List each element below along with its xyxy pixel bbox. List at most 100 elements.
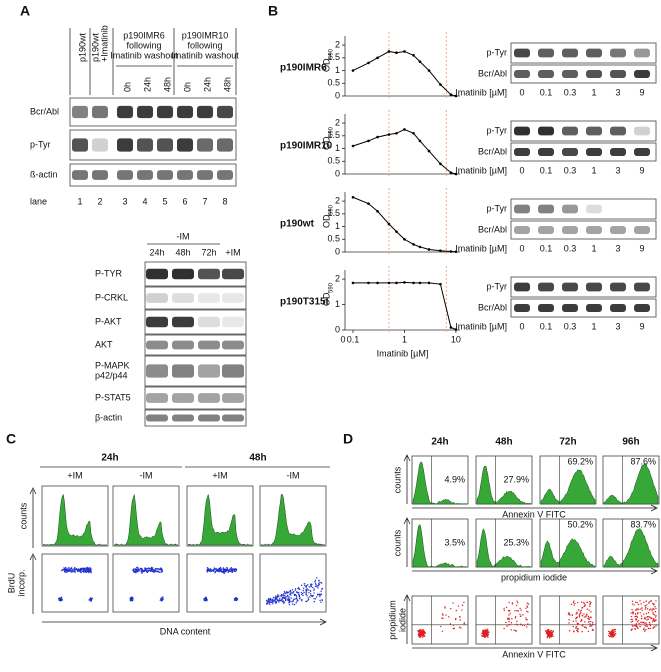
scatter-dot bbox=[289, 591, 292, 593]
scatter-dot bbox=[276, 599, 279, 601]
blot-strip bbox=[144, 309, 247, 335]
scatter-dot bbox=[449, 623, 452, 625]
scatter-dot bbox=[424, 632, 426, 634]
scatter-dot bbox=[282, 594, 285, 596]
scatter-dot bbox=[525, 617, 527, 619]
data-point bbox=[412, 53, 415, 57]
scatter-dot bbox=[162, 596, 164, 598]
scatter-dot bbox=[229, 568, 231, 571]
time-label: 72h bbox=[559, 437, 576, 448]
scatter-dot bbox=[631, 628, 633, 630]
scatter-dot bbox=[646, 616, 648, 619]
blot-band bbox=[538, 226, 554, 234]
scatter-dot bbox=[271, 601, 273, 603]
time-label: 24h bbox=[101, 453, 118, 464]
scatter-dot bbox=[80, 571, 82, 574]
scatter-dot bbox=[568, 619, 570, 621]
y-axis-label: OD bbox=[321, 136, 331, 150]
blot-lane-label: Imatinib [µM] bbox=[455, 87, 507, 97]
axis-arrow bbox=[403, 454, 411, 504]
scatter-dot bbox=[152, 571, 155, 573]
scatter-dot bbox=[418, 635, 420, 638]
scatter-dot bbox=[66, 570, 69, 573]
scatter-dot bbox=[631, 600, 634, 603]
scatter-dot bbox=[652, 627, 654, 629]
x-tick-label: 0.1 bbox=[347, 334, 360, 344]
scatter-dot bbox=[547, 633, 549, 636]
data-point bbox=[387, 133, 391, 136]
scatter-dot bbox=[631, 603, 634, 605]
blot-band bbox=[514, 70, 530, 78]
scatter-dot bbox=[65, 571, 67, 574]
scatter-dot bbox=[286, 599, 289, 601]
scatter-dot bbox=[224, 570, 226, 572]
scatter-dot bbox=[459, 616, 461, 618]
blot-lane-number: 3 bbox=[615, 243, 620, 253]
scatter-dot bbox=[305, 592, 307, 594]
scatter-dot bbox=[575, 613, 577, 615]
scatter-dot bbox=[87, 569, 90, 571]
scatter-dot bbox=[420, 632, 422, 635]
scatter-dot bbox=[79, 570, 81, 572]
scatter-dot bbox=[293, 598, 295, 601]
blot-band bbox=[634, 304, 650, 312]
scatter-dot bbox=[298, 594, 300, 596]
scatter-dot bbox=[645, 607, 647, 609]
group-title: p190IMR10 bbox=[182, 30, 229, 40]
scatter-dot bbox=[137, 569, 140, 571]
plot-frame bbox=[411, 595, 469, 645]
data-point bbox=[427, 69, 431, 72]
scatter-dot bbox=[292, 592, 294, 594]
scatter-dot bbox=[546, 635, 549, 637]
data-point bbox=[418, 245, 422, 249]
scatter-dot bbox=[552, 631, 554, 634]
y-tick-label: 0 bbox=[335, 246, 340, 256]
scatter-dot bbox=[510, 629, 512, 631]
scatter-dot bbox=[297, 599, 299, 602]
scatter-dot bbox=[484, 633, 486, 635]
scatter-dot bbox=[458, 626, 461, 628]
blot-lane-number: 0.1 bbox=[540, 243, 553, 253]
scatter-dot bbox=[265, 603, 268, 605]
scatter-dot bbox=[488, 631, 490, 633]
axis-arrow bbox=[412, 504, 658, 512]
blot-lane-number: 0 bbox=[519, 165, 524, 175]
scatter-dot bbox=[573, 630, 575, 632]
scatter-dot bbox=[137, 566, 139, 569]
condition-label: -IM bbox=[287, 470, 300, 480]
scatter-dot bbox=[206, 568, 209, 571]
scatter-dot bbox=[635, 615, 638, 617]
lane-number: 6 bbox=[182, 196, 187, 206]
scatter-dot bbox=[303, 591, 305, 594]
scatter-dot bbox=[634, 624, 636, 627]
scatter-dot bbox=[290, 594, 292, 596]
scatter-dot bbox=[573, 600, 575, 602]
percent-label: 4.9% bbox=[444, 474, 465, 484]
panel-label: B bbox=[268, 3, 278, 19]
scatter-dot bbox=[636, 621, 639, 623]
scatter-dot bbox=[236, 598, 239, 601]
scatter-dot bbox=[315, 596, 318, 598]
scatter-dot bbox=[550, 631, 553, 634]
scatter-dot bbox=[649, 608, 652, 610]
data-point bbox=[454, 172, 458, 176]
blot-lane-number: 3 bbox=[615, 165, 620, 175]
scatter-dot bbox=[590, 620, 592, 623]
scatter-dot bbox=[614, 634, 616, 636]
scatter-dot bbox=[654, 616, 657, 618]
scatter-dot bbox=[314, 580, 316, 583]
scatter-dot bbox=[206, 571, 209, 573]
scatter-dot bbox=[269, 601, 271, 604]
blot-band bbox=[92, 105, 108, 119]
scatter-dot bbox=[284, 596, 287, 599]
scatter-dot bbox=[640, 621, 642, 624]
scatter-dot bbox=[509, 623, 511, 626]
scatter-dot bbox=[288, 603, 291, 606]
scatter-dot bbox=[647, 611, 650, 614]
scatter-dot bbox=[654, 606, 656, 608]
blot-row-label: P-CRKL bbox=[95, 292, 128, 302]
scatter-dot bbox=[653, 614, 656, 616]
scatter-dot bbox=[267, 602, 269, 605]
blot-band bbox=[610, 148, 626, 156]
scatter-dot bbox=[576, 622, 578, 624]
